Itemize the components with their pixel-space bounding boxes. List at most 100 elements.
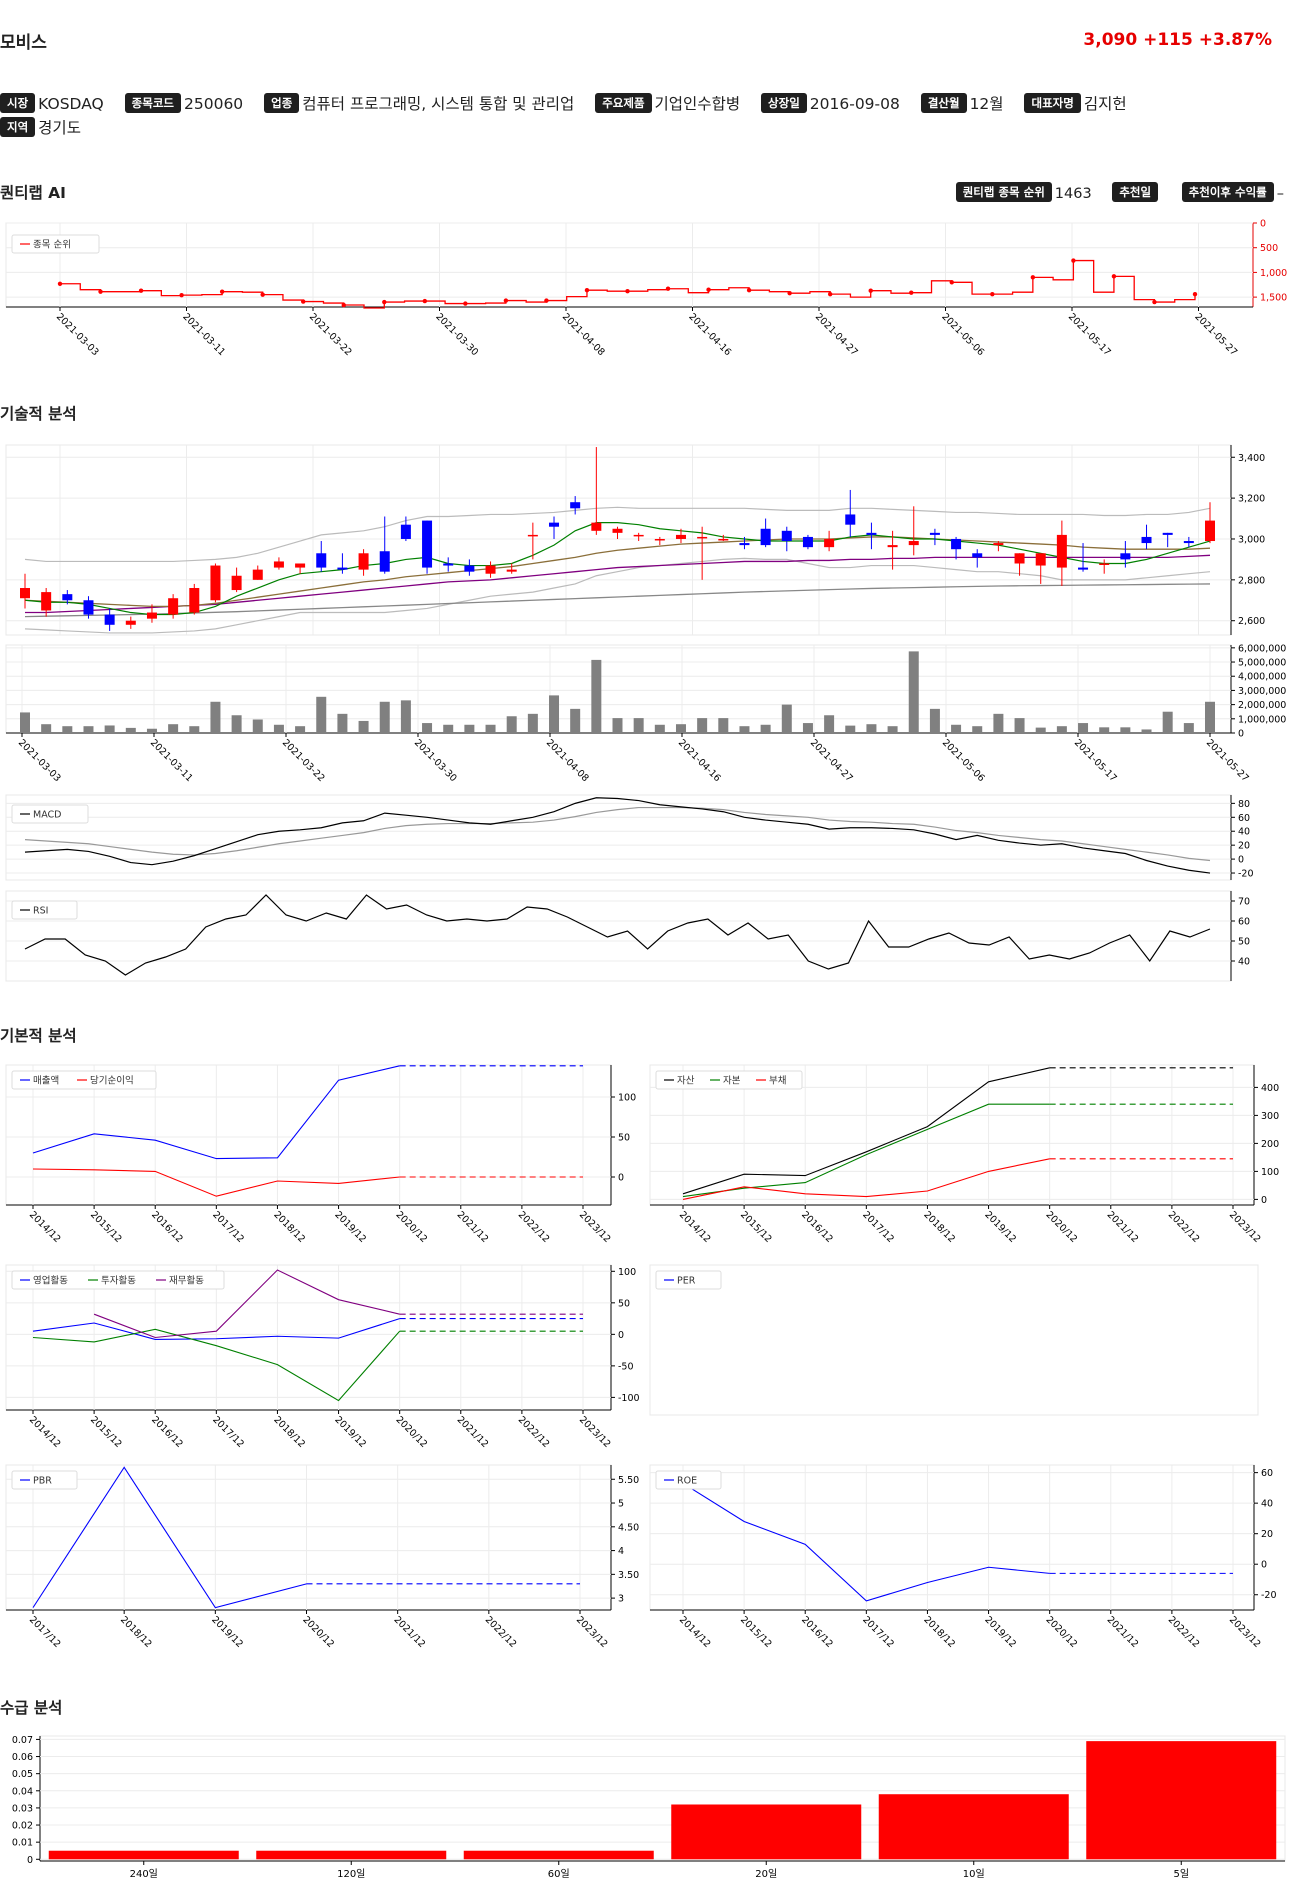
legend-box [11, 1270, 225, 1290]
y-tick-label: 60 [1238, 813, 1250, 824]
y-tick-label: 60 [1238, 917, 1250, 928]
info-row-1: 시장 KOSDAQ 종목코드 250060 업종 컴퓨터 프로그래밍, 시스템 통합 … [0, 92, 1143, 114]
info-label-product: 주요제품 [595, 93, 652, 113]
x-tick-label: 2022/12 [516, 1414, 552, 1450]
y-tick-label: 300 [1261, 1111, 1279, 1122]
legend-label: ROE [677, 1476, 697, 1487]
x-tick-label: 2021-03-30 [412, 737, 459, 784]
x-tick-label: 2017/12 [210, 1209, 246, 1245]
x-tick-label: 2021-04-27 [808, 737, 855, 784]
volume-bar [252, 719, 263, 733]
y-tick-label: 4,000,000 [1238, 672, 1286, 683]
volume-bar [951, 724, 962, 733]
candle-body [549, 522, 560, 527]
ma5-line [24, 522, 1211, 616]
x-tick-label: 2021-03-11 [148, 737, 195, 784]
bollinger-upper [24, 506, 1211, 563]
y-tick-label: 40 [1261, 1499, 1273, 1510]
x-tick-label: 2021-04-27 [813, 311, 860, 358]
volume-bar [295, 726, 306, 733]
rank-point [665, 286, 671, 291]
supply-chart: 0 0.01 0.02 0.03 0.04 0.05 0.06 0.07 240일 120일 60일… [12, 1735, 1286, 1880]
y-tick-label: 500 [1260, 243, 1278, 254]
volume-bar [1078, 723, 1089, 733]
candle-body [866, 532, 877, 535]
x-tick-label: 2021-05-17 [1066, 311, 1113, 358]
rank-point [301, 299, 306, 304]
plot-frame [5, 890, 1232, 982]
price-change-pct: +3.87% [1198, 30, 1272, 50]
legend-label: 영업활동 [33, 1275, 68, 1287]
per-chart: PER [649, 1264, 1259, 1416]
volume-bar [908, 651, 919, 733]
rsi-chart: 40 50 60 70 RSI [5, 890, 1250, 982]
candle-body [675, 534, 686, 539]
candle-body [422, 520, 433, 568]
volume-bar [422, 723, 433, 733]
rank-point [219, 289, 225, 294]
series-line [682, 1067, 1050, 1195]
rank-point [1152, 299, 1157, 305]
legend-label: 부채 [769, 1076, 786, 1087]
rank-point [1192, 291, 1198, 297]
candle-body [1183, 541, 1194, 544]
x-tick-label: 2020/12 [300, 1614, 336, 1650]
x-tick-label: 2021/12 [392, 1614, 428, 1650]
y-tick-label: 40 [1238, 957, 1250, 968]
candle-body [316, 553, 327, 568]
info-value-industry: 컴퓨터 프로그래밍, 시스템 통합 및 관리업 [302, 95, 575, 113]
x-tick-label: 2016/12 [149, 1209, 185, 1245]
info-value-region: 경기도 [38, 119, 81, 137]
candlestick-chart: 2,600 2,800 3,000 3,200 3,400 [5, 444, 1265, 636]
x-tick-label: 2016/12 [149, 1414, 185, 1450]
series-line [32, 1466, 307, 1609]
sales-chart: 0 50 100 2014/12 2015/12 2016/12 2017/12 2018/1… [5, 1064, 636, 1245]
y-tick-label: 4.50 [618, 1522, 639, 1533]
x-tick-label: 2022/12 [1166, 1614, 1202, 1650]
y-tick-label: 20 [1238, 841, 1250, 852]
legend-label: 매출액 [33, 1075, 59, 1087]
y-tick-label: 3,200 [1238, 494, 1265, 505]
y-tick-label: 0 [1238, 729, 1244, 740]
y-tick-label: 0 [618, 1173, 624, 1184]
volume-bar [527, 713, 538, 733]
candle-body [125, 620, 136, 625]
volume-bar [1162, 711, 1173, 733]
macd-signal-line [24, 806, 1211, 862]
x-tick-label: 2014/12 [27, 1209, 63, 1245]
volume-bar [485, 724, 496, 733]
supply-bar [1086, 1741, 1277, 1860]
volume-bar [549, 695, 560, 733]
volume-bar [802, 723, 813, 733]
volume-bar [443, 724, 454, 733]
x-tick-label: 2021/12 [1105, 1209, 1141, 1245]
y-tick-label: 0.05 [12, 1769, 33, 1780]
legend-box [655, 1270, 722, 1290]
x-tick-label: 2018/12 [271, 1414, 307, 1450]
legend-label: 자산 [677, 1076, 695, 1087]
supply-bar [878, 1794, 1069, 1860]
info-value-ceo: 김지헌 [1083, 95, 1127, 113]
y-tick-label: -20 [1238, 869, 1254, 880]
volume-bar [1183, 723, 1194, 733]
y-tick-label: 6,000,000 [1238, 643, 1286, 654]
ma60-line [25, 554, 1211, 614]
y-tick-label: 100 [618, 1267, 636, 1278]
candle-body [887, 545, 898, 548]
info-label-code: 종목코드 [124, 93, 181, 113]
volume-chart: 0 1,000,000 2,000,000 3,000,000 4,000,000 5,0… [5, 643, 1286, 784]
volume-bar [400, 700, 411, 733]
macd-chart: -20 0 20 40 60 80 MACD [5, 794, 1254, 881]
volume-bar [358, 720, 369, 733]
x-tick-label: 2021-05-06 [940, 737, 987, 784]
rank-point [1111, 274, 1117, 279]
candle-body [951, 538, 962, 550]
candle-body [252, 569, 263, 580]
x-tick-label: 2018/12 [271, 1209, 307, 1245]
candle-body [760, 528, 771, 546]
info-label-fiscal: 결산월 [920, 93, 967, 113]
macd-line [24, 797, 1211, 874]
candle-body [62, 594, 73, 601]
volume-bar [379, 701, 390, 733]
candle-body [506, 569, 517, 572]
